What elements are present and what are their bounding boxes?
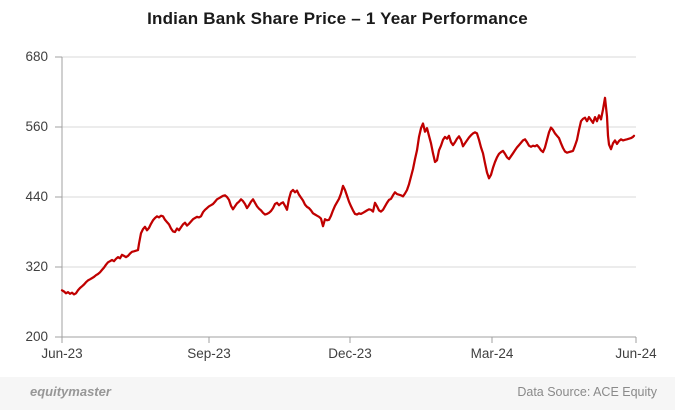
price-line	[60, 96, 636, 296]
x-axis-label-dec23: Dec-23	[328, 346, 372, 361]
y-axis-label-200: 200	[25, 329, 48, 344]
x-axis-label-sep23: Sep-23	[187, 346, 231, 361]
y-axis-label-440: 440	[25, 189, 48, 204]
y-axis-label-680: 680	[25, 49, 48, 64]
y-axis-label-560: 560	[25, 119, 48, 134]
chart-title: Indian Bank Share Price – 1 Year Perform…	[147, 9, 528, 28]
x-axis-label-jun23: Jun-23	[41, 346, 83, 361]
data-source-label: Data Source: ACE Equity	[517, 385, 657, 399]
footer-band	[0, 377, 675, 410]
brand-logo-text: equitymaster	[30, 384, 111, 399]
y-axis-label-320: 320	[25, 259, 48, 274]
x-axis-label-mar24: Mar-24	[470, 346, 514, 361]
x-axis-label-jun24: Jun-24	[615, 346, 657, 361]
